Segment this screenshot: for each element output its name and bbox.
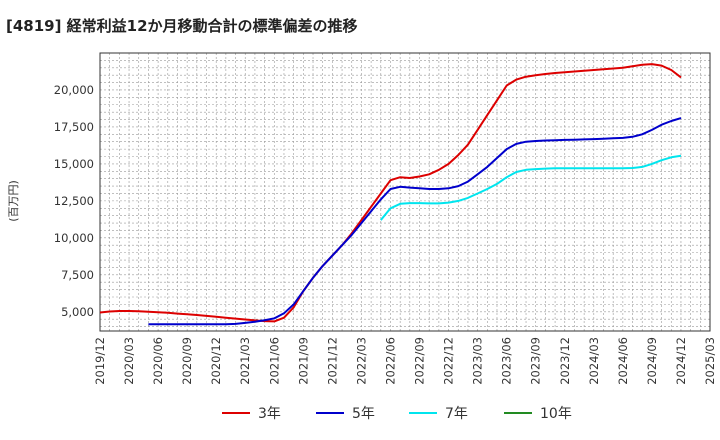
x-tick-label: 2023/09 [529, 337, 543, 385]
series-line [380, 154, 682, 221]
x-tick-label: 2020/12 [209, 337, 223, 385]
x-tick-label: 2021/03 [238, 337, 252, 385]
legend-label: 7年 [445, 406, 468, 422]
x-tick-label: 2020/09 [180, 337, 194, 385]
x-tick-label: 2024/03 [587, 337, 601, 385]
x-tick-label: 2024/12 [674, 337, 688, 385]
x-tick-label: 2023/03 [471, 337, 485, 385]
x-tick-label: 2023/12 [558, 337, 572, 385]
y-axis-label: (百万円) [7, 180, 20, 222]
legend-label: 3年 [258, 406, 281, 422]
legend-label: 10年 [540, 406, 572, 422]
y-tick-label: 5,000 [61, 305, 94, 319]
x-tick-label: 2020/06 [151, 337, 165, 385]
x-tick-label: 2021/12 [325, 337, 339, 385]
plot-frame [99, 52, 711, 332]
x-tick-label: 2022/12 [442, 337, 456, 385]
series-line [148, 117, 682, 326]
x-tick-label: 2020/03 [122, 337, 136, 385]
x-tick-label: 2021/09 [296, 337, 310, 385]
x-tick-label: 2022/06 [383, 337, 397, 385]
chart-title: [4819] 経常利益12か月移動合計の標準偏差の推移 [6, 17, 358, 35]
series-line [99, 63, 682, 323]
x-tick-label: 2024/06 [616, 337, 630, 385]
plot-area: 5,000 7,500 10,000 12,500 15,000 17,500 20,000… [54, 52, 717, 385]
x-tick-label: 2023/06 [500, 337, 514, 385]
x-tick-label: 2019/12 [93, 337, 107, 385]
x-tick-label: 2022/09 [413, 337, 427, 385]
legend-label: 5年 [352, 406, 375, 422]
y-tick-label: 12,500 [54, 194, 94, 208]
x-tick-label: 2022/03 [354, 337, 368, 385]
y-tick-label: 20,000 [54, 83, 94, 97]
y-tick-label: 15,000 [54, 157, 94, 171]
plot-background [100, 53, 710, 331]
x-tick-label: 2021/06 [267, 337, 281, 385]
x-tick-label: 2025/03 [703, 337, 717, 385]
y-tick-label: 10,000 [54, 231, 94, 245]
y-tick-label: 7,500 [61, 268, 94, 282]
x-tick-label: 2024/09 [645, 337, 659, 385]
y-tick-label: 17,500 [54, 120, 94, 134]
legend: 3年 5年 7年 10年 [222, 406, 572, 422]
